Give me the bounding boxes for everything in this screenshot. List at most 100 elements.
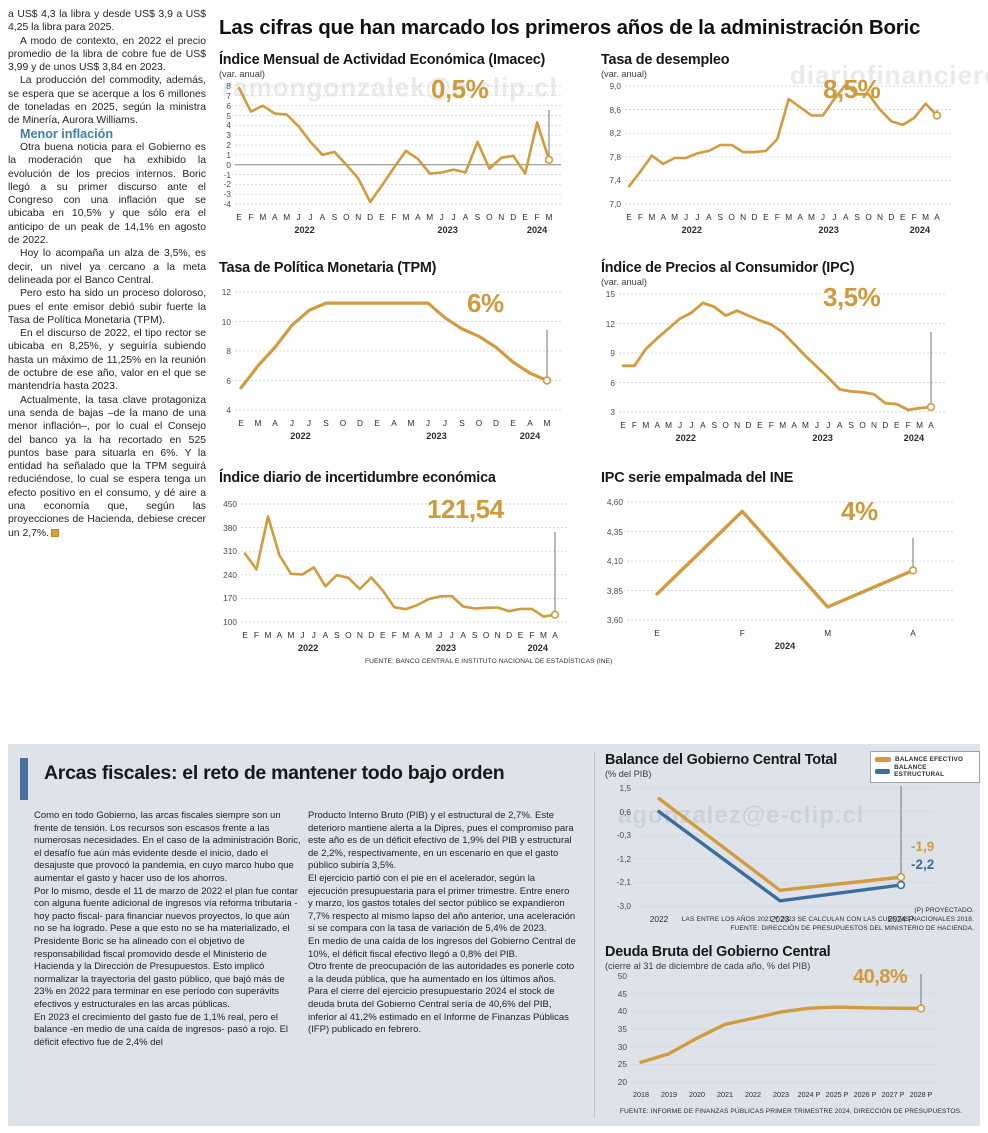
x-axis-tick: J	[689, 420, 694, 430]
series-0	[655, 509, 915, 609]
plot-area-tpm: 12 10 8 6 4 E M A J J S O D E A M J J S O D E A M 2022 2023 2024	[219, 287, 589, 454]
x-axis-tick: D	[493, 418, 499, 428]
y-axis-tick: 100	[223, 617, 237, 627]
x-axis-tick: D	[357, 418, 363, 428]
end-point-marker	[908, 566, 918, 575]
x-axis-tick: A	[391, 418, 397, 428]
x-axis-year-label: 2023	[435, 643, 457, 653]
article-paragraph: La producción del commodity, además, se …	[8, 75, 206, 127]
x-axis-tick: E	[654, 628, 660, 638]
legend-swatch	[875, 768, 891, 774]
x-axis-tick: J	[449, 630, 454, 640]
chart-callout-value: 121,54	[427, 494, 504, 524]
paragraph: Otro frente de preocupación de las autor…	[308, 961, 575, 985]
x-axis-tick: 2023	[773, 1090, 789, 1099]
x-axis-tick: J	[296, 212, 301, 222]
x-axis-tick: S	[323, 418, 329, 428]
x-axis-tick: D	[745, 420, 752, 430]
x-axis-tick: S	[848, 420, 854, 430]
x-axis-tick: D	[510, 212, 517, 222]
y-axis-tick: 6	[610, 377, 615, 388]
x-axis-year-label: 2024	[527, 643, 548, 653]
x-axis-tick: J	[814, 420, 819, 430]
x-axis-tick: A	[414, 630, 420, 640]
x-axis-year-label: 2024	[519, 431, 541, 441]
paragraph: Producto Interno Bruto (PIB) y el estruc…	[308, 810, 574, 872]
x-axis-year-label: 2022	[294, 225, 315, 235]
x-axis-tick: N	[498, 212, 505, 222]
x-axis-tick: S	[711, 420, 718, 430]
chart-title-incertidumbre: Índice diario de incertidumbre económica	[219, 470, 496, 486]
chart-legend-balance: BALANCE EFECTIVO BALANCE ESTRUCTURAL	[870, 751, 980, 783]
x-axis-tick: A	[654, 420, 660, 430]
x-axis-tick: F	[529, 630, 535, 640]
x-axis-tick: F	[248, 212, 254, 222]
x-axis-tick: N	[876, 212, 883, 222]
y-axis-tick: 3	[610, 407, 615, 417]
x-axis-tick: A	[791, 420, 797, 430]
x-axis-tick: M	[425, 630, 433, 640]
chart-title-desempleo: Tasa de desempleo	[601, 52, 730, 68]
x-axis-tick: F	[253, 630, 259, 640]
x-axis-tick: M	[802, 420, 809, 430]
x-axis-year-label: 2023	[812, 433, 833, 443]
x-axis-tick: J	[289, 418, 295, 428]
chart-imacec: Índice Mensual de Actividad Económica (I…	[219, 52, 589, 235]
chart-title-ipc: Índice de Precios al Consumidor (IPC)	[601, 260, 855, 276]
x-axis-tick: M	[922, 212, 930, 222]
chart-title-tpm: Tasa de Política Monetaria (TPM)	[219, 260, 437, 276]
series-0	[239, 301, 549, 390]
y-axis-tick: -4	[223, 199, 231, 209]
y-axis-tick: 12	[221, 287, 231, 297]
paragraph: En medio de una caída de los ingresos de…	[308, 935, 576, 960]
x-axis-tick: F	[905, 420, 911, 430]
chart-tpm: Tasa de Política Monetaria (TPM) 12 10 8 6 4 E…	[219, 260, 589, 441]
x-axis-tick: N	[355, 212, 362, 222]
y-axis-tick: 4	[226, 120, 231, 131]
y-axis-tick: 9,0	[609, 81, 621, 91]
x-axis-tick: A	[552, 630, 558, 640]
legend-swatch	[875, 757, 891, 762]
y-axis-tick: 0	[226, 159, 231, 170]
x-axis-tick: A	[910, 628, 916, 638]
x-axis-tick: S	[334, 630, 340, 640]
plot-area-ipc_empalmada: 4,60 4,35 4,10 3,85 3,60 E F M A 2024	[601, 497, 979, 664]
end-of-article-mark	[51, 528, 60, 537]
y-axis-tick: 10	[221, 316, 231, 327]
x-axis-tick: F	[391, 212, 397, 222]
x-axis-tick: E	[242, 630, 248, 640]
x-axis-tick: D	[506, 630, 513, 640]
y-axis-tick: 35	[617, 1024, 627, 1034]
paragraph: En 2023 el crecimiento del gasto fue de …	[34, 1011, 289, 1048]
y-axis-tick: 8	[226, 346, 231, 356]
page-title: Las cifras que han marcado los primeros …	[219, 16, 921, 39]
x-axis-tick: D	[368, 630, 375, 640]
y-axis-tick: 450	[223, 499, 237, 509]
article-paragraph: Pero esto ha sido un proceso doloroso, p…	[8, 288, 206, 326]
x-axis-tick: A	[462, 212, 469, 222]
x-axis-tick: E	[236, 212, 242, 222]
x-axis-tick: M	[642, 420, 650, 430]
chart-callout-value: 40,8%	[853, 966, 908, 988]
y-axis-tick: 2	[226, 140, 231, 150]
x-axis-year-label: 2024	[909, 225, 931, 235]
x-axis-tick: 2026 P	[853, 1090, 877, 1099]
x-axis-tick: M	[254, 418, 262, 428]
chart-callout-value: 8,5%	[823, 74, 881, 104]
article-subhead: Menor inflación	[20, 126, 114, 141]
x-axis-tick: F	[534, 212, 540, 222]
chart-title-ipc_empalmada: IPC serie empalmada del INE	[601, 470, 794, 486]
article-paragraph: A modo de contexto, en 2022 el precio pr…	[8, 35, 206, 74]
x-axis-tick: M	[648, 212, 656, 222]
x-axis-tick: N	[740, 212, 747, 222]
series-end-label: -1,9	[911, 839, 935, 854]
x-axis-tick: M	[785, 212, 793, 222]
x-axis-tick: E	[517, 630, 524, 640]
x-axis-tick: E	[522, 212, 528, 222]
end-point-marker	[542, 376, 552, 385]
paragraph: El ejercicio partió con el pie en el ace…	[308, 872, 576, 935]
end-point-marker	[550, 610, 560, 619]
series-end-label: -2,2	[911, 857, 935, 872]
chart-callout-value: 6%	[467, 288, 504, 318]
